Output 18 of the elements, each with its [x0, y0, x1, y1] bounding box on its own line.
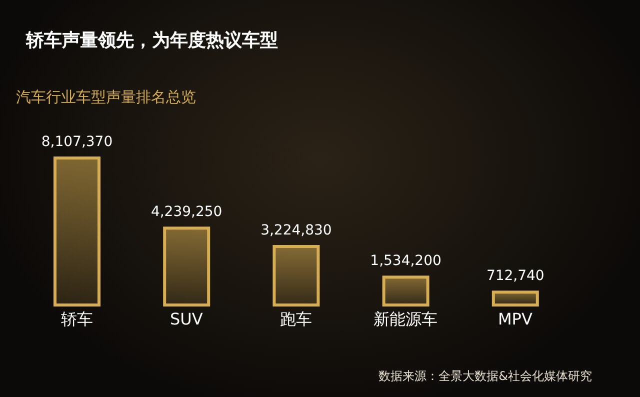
x-tick-label: 跑车	[280, 309, 312, 328]
data-label: 4,239,250	[150, 204, 222, 220]
x-tick-label: MPV	[498, 309, 532, 328]
x-tick-label: 新能源车	[374, 309, 438, 328]
data-label: 1,534,200	[370, 253, 442, 270]
data-label: 712,740	[486, 268, 544, 284]
bar	[54, 156, 100, 306]
bar	[163, 226, 210, 306]
x-tick-label: SUV	[170, 309, 203, 328]
data-label: 8,107,370	[41, 134, 113, 150]
data-label: 3,224,830	[260, 222, 332, 239]
bar	[272, 245, 320, 306]
chart-title: 轿车声量领先，为年度热议车型	[26, 29, 278, 52]
bar	[382, 276, 430, 306]
bar	[492, 290, 539, 306]
source-note: 数据来源：全景大数据&社会化媒体研究	[378, 368, 592, 385]
chart-subtitle: 汽车行业车型声量排名总览	[16, 88, 196, 107]
x-tick-label: 轿车	[60, 309, 93, 328]
